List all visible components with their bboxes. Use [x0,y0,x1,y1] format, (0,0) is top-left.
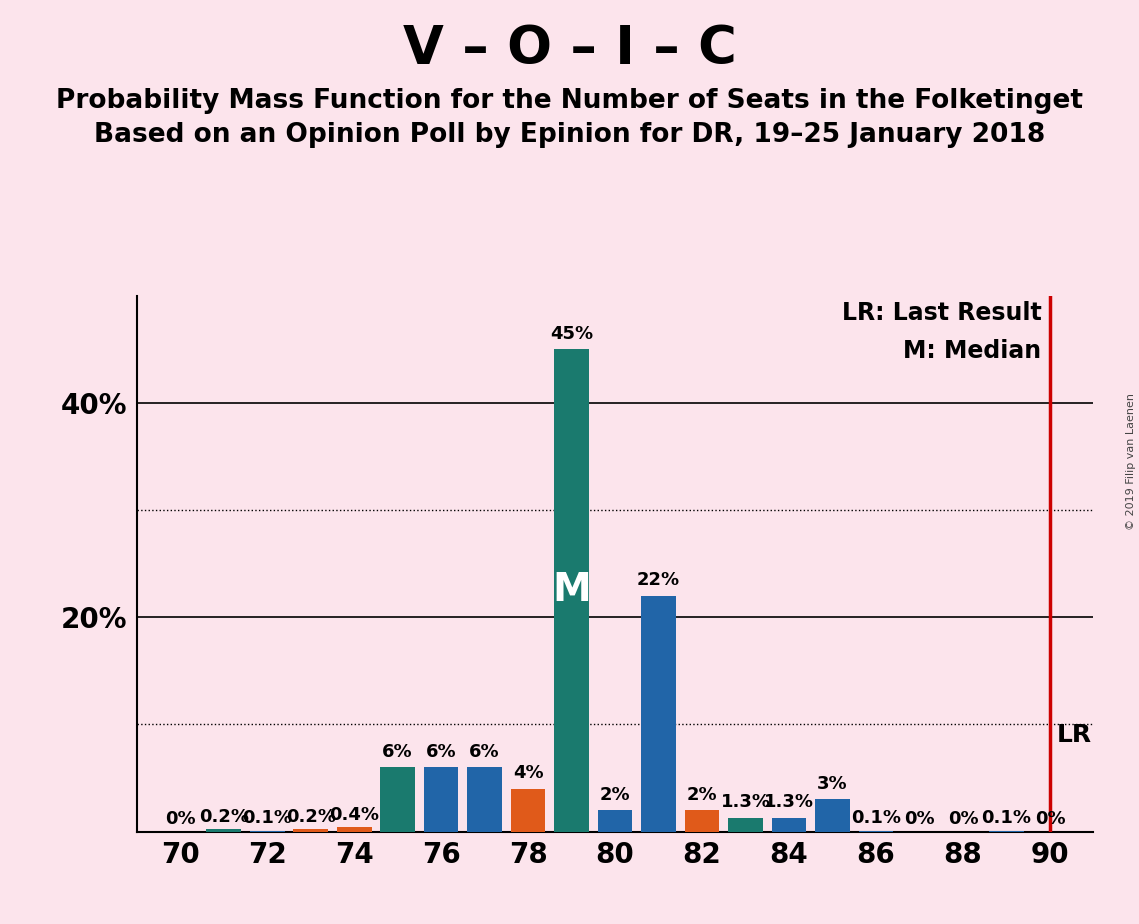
Text: 0.2%: 0.2% [286,808,336,826]
Bar [816,799,850,832]
Text: 0.2%: 0.2% [198,808,248,826]
Bar [771,818,806,832]
Text: 22%: 22% [637,571,680,590]
Bar [598,810,632,832]
Text: LR: LR [1057,723,1091,748]
Text: 0.1%: 0.1% [851,809,901,827]
Text: 1.3%: 1.3% [721,793,770,811]
Bar [337,827,371,832]
Text: 3%: 3% [817,775,847,793]
Bar [641,596,675,832]
Text: Probability Mass Function for the Number of Seats in the Folketinget: Probability Mass Function for the Number… [56,88,1083,114]
Bar [859,831,893,832]
Text: 2%: 2% [600,785,630,804]
Text: V – O – I – C: V – O – I – C [402,23,737,75]
Bar [424,767,459,832]
Text: M: Median: M: Median [903,338,1041,362]
Text: 1.3%: 1.3% [764,793,814,811]
Text: M: M [552,571,591,610]
Bar [206,830,241,832]
Text: 6%: 6% [426,743,457,760]
Bar [293,830,328,832]
Bar [249,831,285,832]
Text: 0%: 0% [165,810,196,829]
Text: 6%: 6% [383,743,413,760]
Text: 0.1%: 0.1% [982,809,1032,827]
Text: 0.1%: 0.1% [243,809,292,827]
Text: 0%: 0% [904,810,935,829]
Bar [467,767,502,832]
Text: 6%: 6% [469,743,500,760]
Text: 2%: 2% [687,785,718,804]
Bar [685,810,720,832]
Bar [728,818,763,832]
Text: © 2019 Filip van Laenen: © 2019 Filip van Laenen [1126,394,1136,530]
Text: Based on an Opinion Poll by Epinion for DR, 19–25 January 2018: Based on an Opinion Poll by Epinion for … [93,122,1046,148]
Text: 0%: 0% [1034,810,1065,829]
Text: 45%: 45% [550,325,593,343]
Text: 0.4%: 0.4% [329,806,379,824]
Text: 4%: 4% [513,764,543,783]
Bar [555,349,589,832]
Text: 0%: 0% [948,810,978,829]
Bar [380,767,415,832]
Bar [989,831,1024,832]
Bar [510,789,546,832]
Text: LR: Last Result: LR: Last Result [842,301,1041,325]
